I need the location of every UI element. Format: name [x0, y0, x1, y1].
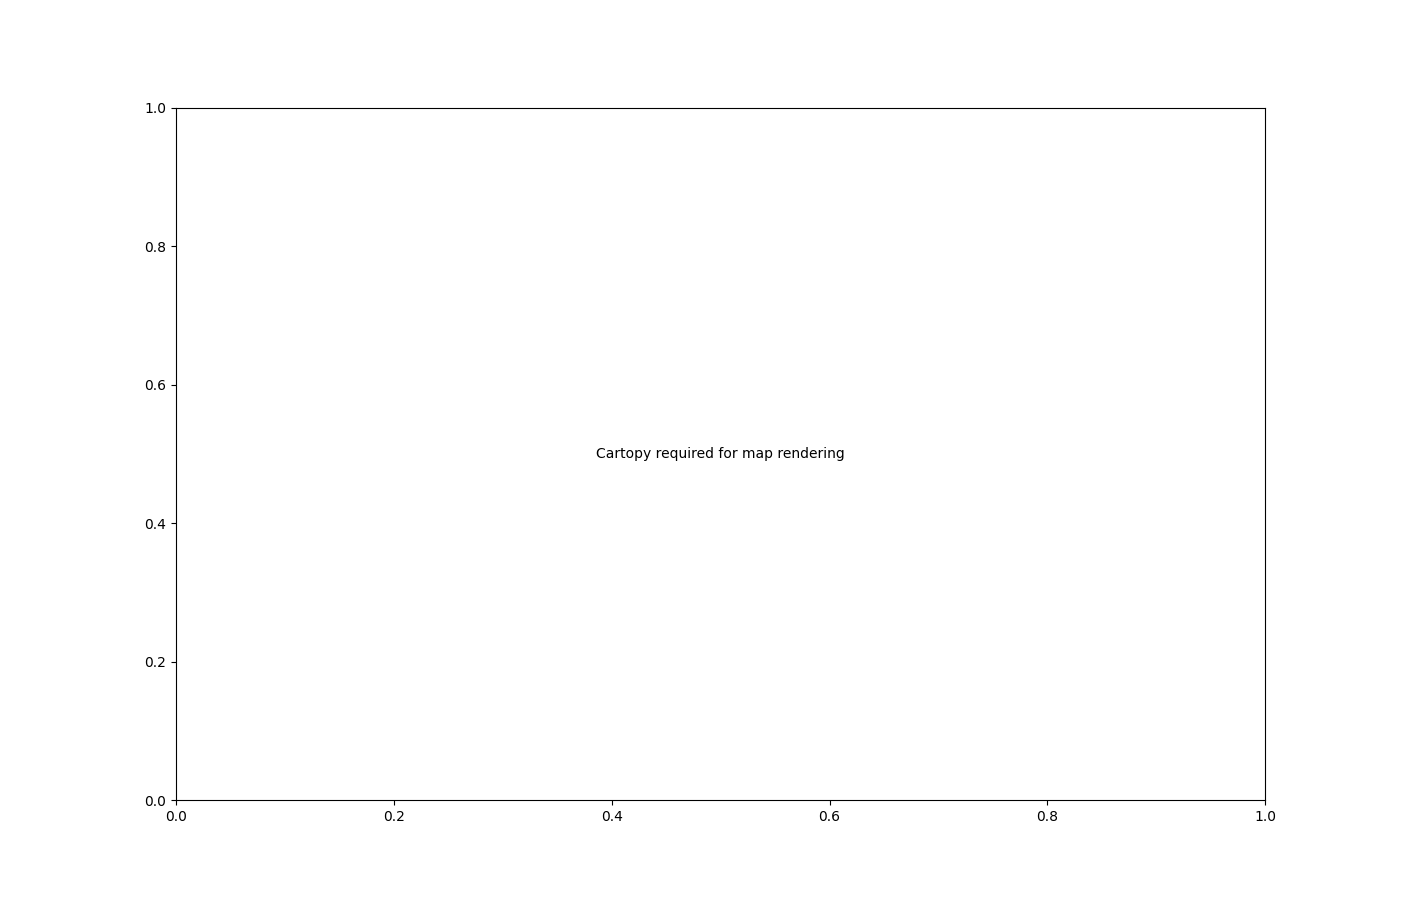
Text: Cartopy required for map rendering: Cartopy required for map rendering — [596, 447, 845, 461]
